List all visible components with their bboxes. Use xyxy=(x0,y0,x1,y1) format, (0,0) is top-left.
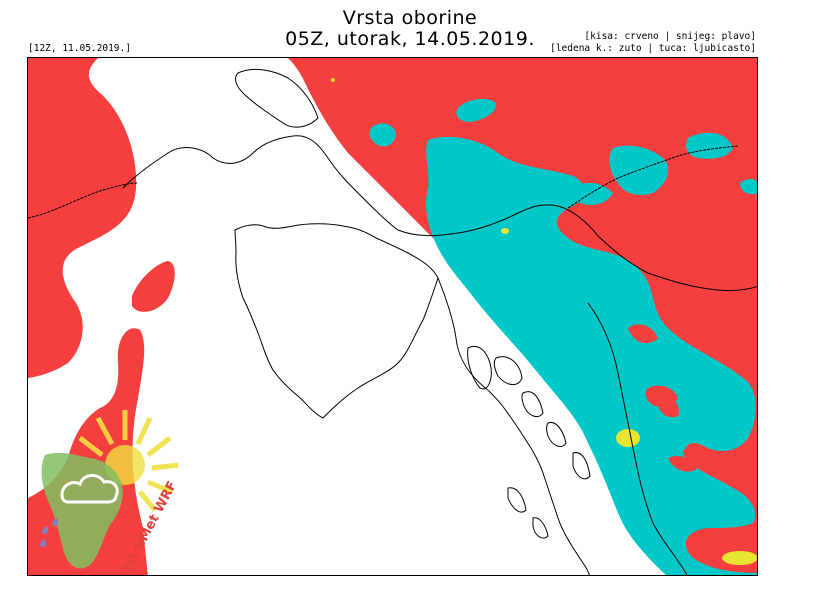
map-title: Vrsta oborine xyxy=(342,7,478,29)
border-line-east xyxy=(567,145,739,209)
freezing-rain-areas xyxy=(331,78,757,565)
coastline-island-7 xyxy=(532,517,549,539)
istramet-logo: IstraMet WRF xyxy=(30,400,210,580)
rain-area-west xyxy=(28,58,137,378)
coastline-island-2 xyxy=(493,356,523,385)
coastlines xyxy=(28,68,757,575)
coastline-kvarner xyxy=(437,277,590,575)
snow-area-north2 xyxy=(369,123,396,147)
rain-area-small xyxy=(132,261,175,312)
rain-patch-3 xyxy=(628,324,658,344)
coastline-island-4 xyxy=(546,421,567,447)
coastline-island-6 xyxy=(507,487,527,513)
coastline-east xyxy=(587,302,688,575)
coastline-lagoon xyxy=(235,68,319,128)
freezing-rain-spot-1 xyxy=(616,429,640,447)
coastline-island-3 xyxy=(521,391,544,417)
precipitation-map xyxy=(27,57,758,576)
model-init-label: [12Z, 11.05.2019.] xyxy=(28,43,131,54)
legend-freezing-hail: [ledena k.: zuto | tuca: ljubicasto] xyxy=(550,43,756,54)
freezing-rain-spot-2 xyxy=(722,551,757,565)
rain-patch-2 xyxy=(656,396,679,418)
border-line xyxy=(28,182,139,219)
snow-area-ridge xyxy=(573,182,613,205)
logo-text: IstraMet WRF xyxy=(120,479,180,574)
sun-cloud-rain-icon: IstraMet WRF xyxy=(40,410,180,574)
coastline-north xyxy=(122,135,757,291)
coastline-istria xyxy=(234,223,439,419)
freezing-rain-spot-3 xyxy=(501,228,509,234)
map-canvas xyxy=(28,58,757,575)
rain-patch-4 xyxy=(668,456,698,472)
snow-area-north1 xyxy=(456,98,497,122)
coastline-island-1 xyxy=(467,345,492,390)
map-subtitle: 05Z, utorak, 14.05.2019. xyxy=(285,28,535,50)
coastline-island-5 xyxy=(572,452,591,480)
rain-patches xyxy=(628,324,698,472)
snow-area-east-strip xyxy=(686,132,733,159)
snow-area-far-east xyxy=(740,178,757,195)
legend-rain-snow: [kisa: crveno | snijeg: plavo] xyxy=(584,31,756,42)
freezing-rain-spot-4 xyxy=(331,78,335,82)
